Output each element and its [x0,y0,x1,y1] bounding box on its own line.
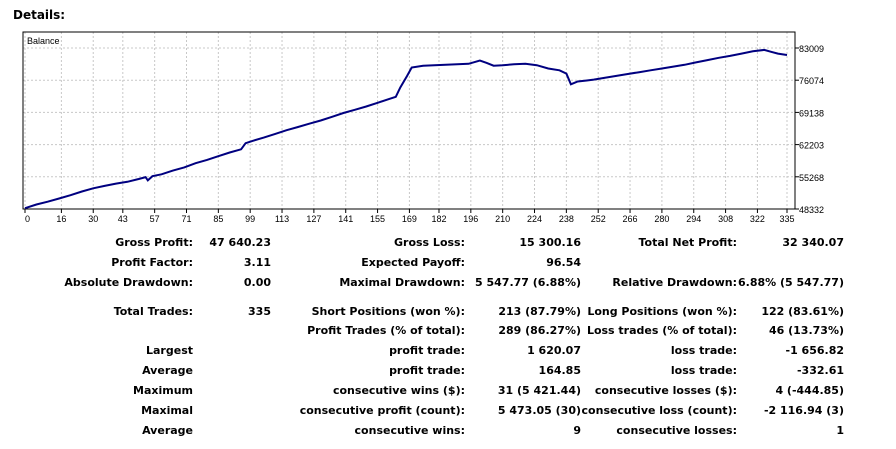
chart-grid [23,32,795,210]
maximum-consecutive-losses-label: consecutive losses ($): [594,384,737,397]
average-label: Average [142,364,193,377]
x-tick-label: 155 [370,214,385,224]
profit-factor-label: Profit Factor: [111,256,193,269]
x-tick-label: 182 [431,214,446,224]
total-trades-value: 335 [248,305,271,318]
details-title: Details: [13,8,66,22]
average-loss-trade-label: loss trade: [670,364,737,377]
average-consecutive-label: Average [142,424,193,437]
x-tick-label: 43 [118,214,128,224]
maximal-label: Maximal [141,404,193,417]
loss-trades-value: 46 (13.73%) [768,324,844,337]
largest-loss-trade-value: -1 656.82 [785,344,845,357]
loss-trades-label: Loss trades (% of total): [586,324,737,337]
average-loss-trade-value: -332.61 [796,364,844,377]
x-tick-label: 57 [150,214,160,224]
x-axis-ticks: 0 16 30 43 57 71 85 99 113 127 141 155 169 182 196 210 2… [24,209,795,224]
x-tick-label: 30 [88,214,98,224]
y-axis-ticks: 83009 76074 69138 62203 55268 48332 [795,44,824,215]
x-tick-label: 113 [275,214,289,224]
x-tick-label: 0 [25,214,30,224]
expected-payoff-label: Expected Payoff: [361,256,465,269]
maximal-consecutive-profit-value: 5 473.05 (30) [497,404,581,417]
long-positions-label: Long Positions (won %): [587,305,737,318]
average-consecutive-wins-value: 9 [573,424,581,437]
maximum-consecutive-wins-label: consecutive wins ($): [332,384,465,397]
chart-title: Balance [27,36,60,46]
maximal-consecutive-loss-value: -2 116.94 (3) [763,404,844,417]
total-trades-label: Total Trades: [113,305,193,318]
largest-profit-trade-label: profit trade: [389,344,465,357]
x-tick-label: 99 [245,214,255,224]
x-tick-label: 266 [623,214,638,224]
gross-loss-value: 15 300.16 [519,236,581,249]
y-tick-label: 83009 [799,44,824,54]
gross-profit-label: Gross Profit: [115,236,193,249]
largest-loss-trade-label: loss trade: [670,344,737,357]
average-profit-trade-value: 164.85 [538,364,581,377]
x-tick-label: 141 [338,214,353,224]
maximal-consecutive-profit-label: consecutive profit (count): [299,404,465,417]
balance-series-line [24,48,788,210]
absolute-drawdown-label: Absolute Drawdown: [64,276,193,289]
absolute-drawdown-value: 0.00 [243,276,271,289]
maximum-label: Maximum [133,384,193,397]
x-tick-label: 280 [654,214,669,224]
relative-drawdown-value: 6.88% (5 547.77) [738,276,844,289]
profit-trades-label: Profit Trades (% of total): [307,324,465,337]
maximal-drawdown-value: 5 547.77 (6.88%) [475,276,581,289]
x-tick-label: 71 [181,214,191,224]
y-tick-label: 76074 [799,76,824,86]
x-tick-label: 210 [495,214,510,224]
average-profit-trade-label: profit trade: [389,364,465,377]
gross-loss-label: Gross Loss: [394,236,465,249]
x-tick-label: 169 [402,214,417,224]
total-net-profit-label: Total Net Profit: [638,236,738,249]
y-tick-label: 69138 [799,108,824,118]
maximal-drawdown-label: Maximal Drawdown: [339,276,465,289]
x-tick-label: 127 [306,214,321,224]
x-tick-label: 85 [213,214,223,224]
long-positions-value: 122 (83.61%) [761,305,844,318]
y-tick-label: 62203 [799,141,824,151]
maximum-consecutive-wins-value: 31 (5 421.44) [497,384,581,397]
x-tick-label: 308 [718,214,733,224]
balance-chart: Balance 0 16 30 43 57 71 85 99 113 127 141 155 169 18… [22,31,824,224]
x-tick-label: 196 [463,214,478,224]
expected-payoff-value: 96.54 [546,256,581,269]
maximal-consecutive-loss-label: consecutive loss (count): [581,404,737,417]
gross-profit-value: 47 640.23 [209,236,271,249]
relative-drawdown-label: Relative Drawdown: [612,276,737,289]
short-positions-value: 213 (87.79%) [498,305,581,318]
short-positions-label: Short Positions (won %): [311,305,465,318]
x-tick-label: 224 [527,214,542,224]
y-tick-label: 48332 [799,205,824,215]
x-tick-label: 322 [750,214,765,224]
x-tick-label: 238 [559,214,574,224]
x-tick-label: 335 [779,214,794,224]
total-net-profit-value: 32 340.07 [782,236,844,249]
average-consecutive-losses-label: consecutive losses: [616,424,737,437]
profit-factor-value: 3.11 [243,256,271,269]
average-consecutive-losses-value: 1 [836,424,844,437]
maximum-consecutive-losses-value: 4 (-444.85) [775,384,844,397]
largest-profit-trade-value: 1 620.07 [527,344,581,357]
x-tick-label: 16 [56,214,66,224]
x-tick-label: 252 [591,214,606,224]
largest-label: Largest [146,344,193,357]
average-consecutive-wins-label: consecutive wins: [354,424,465,437]
profit-trades-value: 289 (86.27%) [498,324,581,337]
y-tick-label: 55268 [799,173,824,183]
x-tick-label: 294 [686,214,701,224]
